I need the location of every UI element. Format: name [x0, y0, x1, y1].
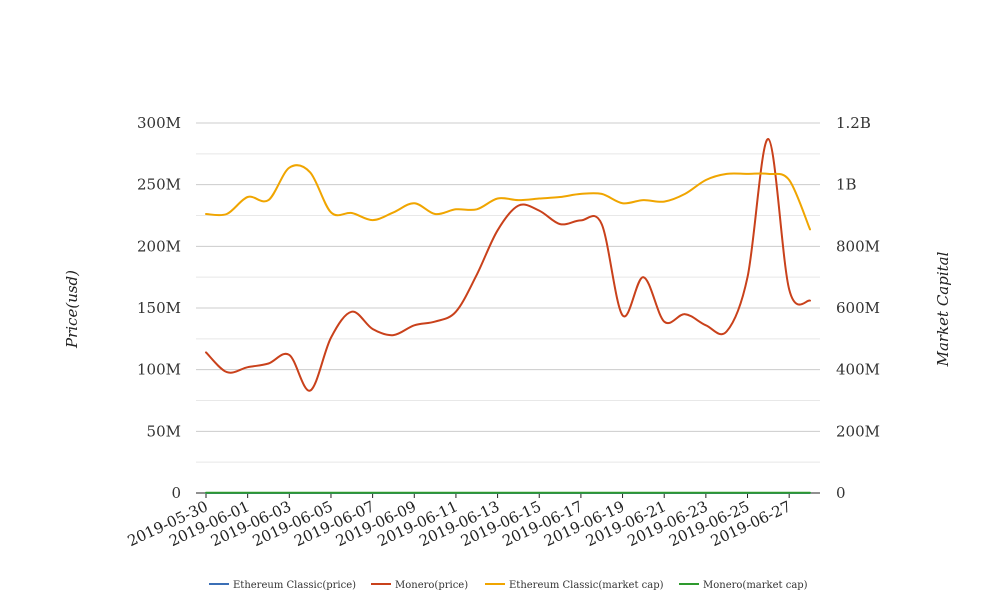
x-axis: 2019-05-302019-06-012019-06-032019-06-05… — [125, 493, 794, 550]
y-axis-right: 0 200M 400M 600M 800M 1B 1.2B — [836, 114, 880, 502]
y-left-tick-label: 200M — [137, 237, 181, 255]
y-axis-left: 0 50M 100M 150M 200M 250M 300M — [137, 114, 181, 502]
legend-label: Ethereum Classic(market cap) — [509, 580, 664, 591]
y-right-tick-label: 800M — [836, 237, 880, 255]
y-right-tick-label: 600M — [836, 299, 880, 317]
y-right-tick-label: 200M — [836, 422, 880, 440]
y-right-tick-label: 0 — [836, 484, 846, 502]
y-left-tick-label: 100M — [137, 361, 181, 379]
series-line-3 — [205, 164, 811, 231]
y-axis-left-title: Price(usd) — [63, 270, 81, 349]
series-lines — [205, 137, 811, 495]
y-axis-right-title: Market Capital — [934, 251, 952, 367]
legend-label: Monero(price) — [395, 580, 468, 591]
legend-label: Ethereum Classic(price) — [233, 580, 356, 591]
series-line-2 — [205, 137, 811, 392]
legend-label: Monero(market cap) — [703, 580, 808, 591]
y-right-tick-label: 1.2B — [836, 114, 871, 132]
y-left-tick-label: 50M — [147, 422, 181, 440]
y-right-tick-label: 1B — [836, 176, 857, 194]
grid-lines — [196, 122, 820, 494]
y-left-tick-label: 250M — [137, 176, 181, 194]
y-left-tick-label: 0 — [171, 484, 181, 502]
y-right-tick-label: 400M — [836, 361, 880, 379]
legend: Ethereum Classic(price) Monero(price) Ethe… — [209, 580, 808, 591]
y-left-tick-label: 300M — [137, 114, 181, 132]
y-left-tick-label: 150M — [137, 299, 181, 317]
